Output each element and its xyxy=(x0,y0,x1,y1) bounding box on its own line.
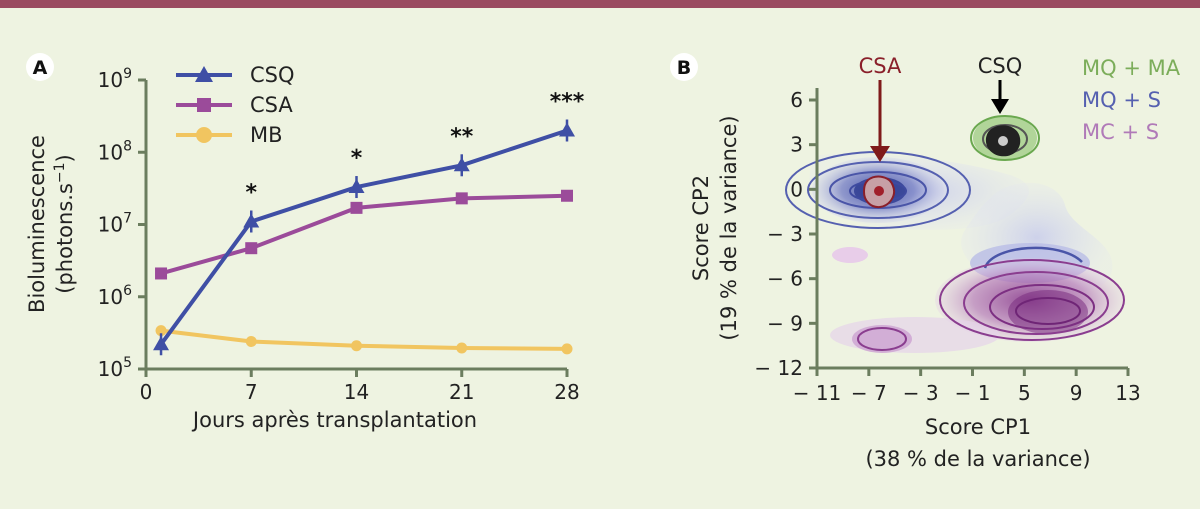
b-legend-mq-ma: MQ + MA xyxy=(1082,56,1181,80)
a-point-csa xyxy=(155,267,168,280)
b-contour-purple-small xyxy=(857,327,907,351)
a-point-mb xyxy=(456,342,468,354)
b-csa-arrow-head xyxy=(870,146,890,162)
b-annotations: CSA CSQ xyxy=(859,54,1023,162)
b-contour-purple-2 xyxy=(963,271,1109,335)
a-point-csa xyxy=(245,242,258,255)
a-significance-star: * xyxy=(351,146,363,171)
a-x-tick-label: 7 xyxy=(245,380,258,404)
a-point-csa xyxy=(350,201,363,214)
a-point-csq xyxy=(348,179,365,194)
legend-mb-marker xyxy=(196,127,212,143)
b-y-tick-label: 0 xyxy=(790,177,803,201)
legend-csa-label: CSA xyxy=(250,93,293,117)
legend-mb-label: MB xyxy=(250,123,283,147)
a-point-mb xyxy=(561,343,573,355)
a-significance-group: ******* xyxy=(245,90,584,206)
a-point-mb xyxy=(155,325,167,337)
a-x-tick-label: 0 xyxy=(140,380,153,404)
a-series-line-mb xyxy=(160,328,568,351)
a-x-tick-label: 14 xyxy=(344,380,369,404)
b-x-axis-title-line1: Score CP1 xyxy=(925,415,1031,439)
a-point-csa xyxy=(561,189,573,202)
legend-csa-marker xyxy=(197,98,211,112)
b-y-tick-label: − 9 xyxy=(767,311,803,335)
b-y-ticks: 6 3 0 − 3 − 6 − 9 − 12 xyxy=(754,88,817,380)
b-y-axis-title-line2: (19 % de la variance) xyxy=(717,115,741,340)
b-csq-arrow-head xyxy=(991,99,1009,114)
b-legend: MQ + MA MQ + S MC + S xyxy=(1082,56,1181,144)
a-point-csq xyxy=(559,122,575,137)
a-y-tick-label: 107 xyxy=(98,211,132,237)
a-point-mb xyxy=(245,336,257,348)
panel-a-badge xyxy=(26,53,54,81)
b-y-tick-label: − 6 xyxy=(767,267,803,291)
panel-b-label: B xyxy=(677,57,691,79)
a-y-tick-label: 108 xyxy=(98,138,132,164)
b-x-tick-label: 5 xyxy=(1018,381,1031,405)
b-y-tick-label: 3 xyxy=(790,133,803,157)
b-x-tick-label: − 3 xyxy=(903,381,939,405)
b-csq-center xyxy=(998,136,1008,146)
b-cores xyxy=(862,125,1021,209)
legend-csq-label: CSQ xyxy=(250,63,295,87)
a-x-axis-title: Jours après transplantation xyxy=(191,408,477,432)
b-x-tick-label: − 7 xyxy=(851,381,887,405)
b-y-tick-label: − 3 xyxy=(767,222,803,246)
b-contour-blue-2 xyxy=(807,161,949,219)
b-y-axis-title-line1: Score CP2 xyxy=(689,175,713,281)
a-y-axis-title-line2: (photons.s−1) xyxy=(52,154,77,293)
b-y-tick-label: − 12 xyxy=(754,356,803,380)
a-x-ticks: 0 7 14 21 28 xyxy=(140,369,580,404)
a-x-tick-label: 21 xyxy=(449,380,474,404)
a-series-group xyxy=(153,119,575,356)
b-contour-blue-lower xyxy=(983,246,1083,269)
b-x-tick-label: − 1 xyxy=(955,381,991,405)
panel-b-badge xyxy=(670,53,698,81)
b-legend-mq-s: MQ + S xyxy=(1082,88,1161,112)
b-purple-cluster-small xyxy=(852,325,912,353)
a-y-tick-label: 109 xyxy=(98,66,132,92)
a-legend: CSQ CSA MB xyxy=(176,63,295,147)
a-point-mb xyxy=(351,340,362,352)
b-x-tick-label: 9 xyxy=(1070,381,1083,405)
a-y-tick-label: 105 xyxy=(98,355,132,381)
b-contour-purple-1 xyxy=(939,259,1125,341)
b-csa-annotation: CSA xyxy=(859,54,902,78)
a-significance-star: ** xyxy=(450,124,474,149)
a-significance-star: * xyxy=(245,181,257,206)
a-series-line-csq xyxy=(159,128,568,346)
legend-csq-marker xyxy=(195,66,213,82)
a-y-tick-label: 106 xyxy=(98,283,132,309)
panel-a: A 105 106 107 108 109 0 7 14 21 28 Jours après t… xyxy=(25,53,585,432)
a-significance-star: *** xyxy=(550,90,585,115)
panel-b: B xyxy=(670,53,1181,471)
a-point-csq xyxy=(453,157,470,172)
top-rule xyxy=(0,0,1200,8)
a-x-tick-label: 28 xyxy=(554,380,579,404)
b-purple-dot xyxy=(832,247,868,263)
b-y-tick-label: 6 xyxy=(790,88,803,112)
b-csq-annotation: CSQ xyxy=(978,54,1023,78)
b-contour-purple-3 xyxy=(989,284,1095,330)
a-point-csq xyxy=(243,213,260,228)
b-legend-mc-s: MC + S xyxy=(1082,120,1159,144)
a-y-axis-title-line1: Bioluminescence xyxy=(25,135,49,313)
a-point-csq xyxy=(153,336,170,351)
b-contour-purple-4 xyxy=(1015,297,1081,325)
b-x-axis-title-line2: (38 % de la variance) xyxy=(865,447,1090,471)
b-csa-center xyxy=(874,186,884,196)
b-contour-green-1 xyxy=(970,115,1040,161)
a-y-ticks: 105 106 107 108 109 xyxy=(98,66,146,381)
b-x-tick-label: 13 xyxy=(1115,381,1140,405)
panel-a-label: A xyxy=(33,57,48,79)
a-point-csa xyxy=(455,192,468,205)
b-density-layers xyxy=(809,116,1125,353)
b-x-tick-label: − 11 xyxy=(793,381,842,405)
b-x-ticks: − 11 − 7 − 3 − 1 5 9 13 xyxy=(793,368,1141,405)
